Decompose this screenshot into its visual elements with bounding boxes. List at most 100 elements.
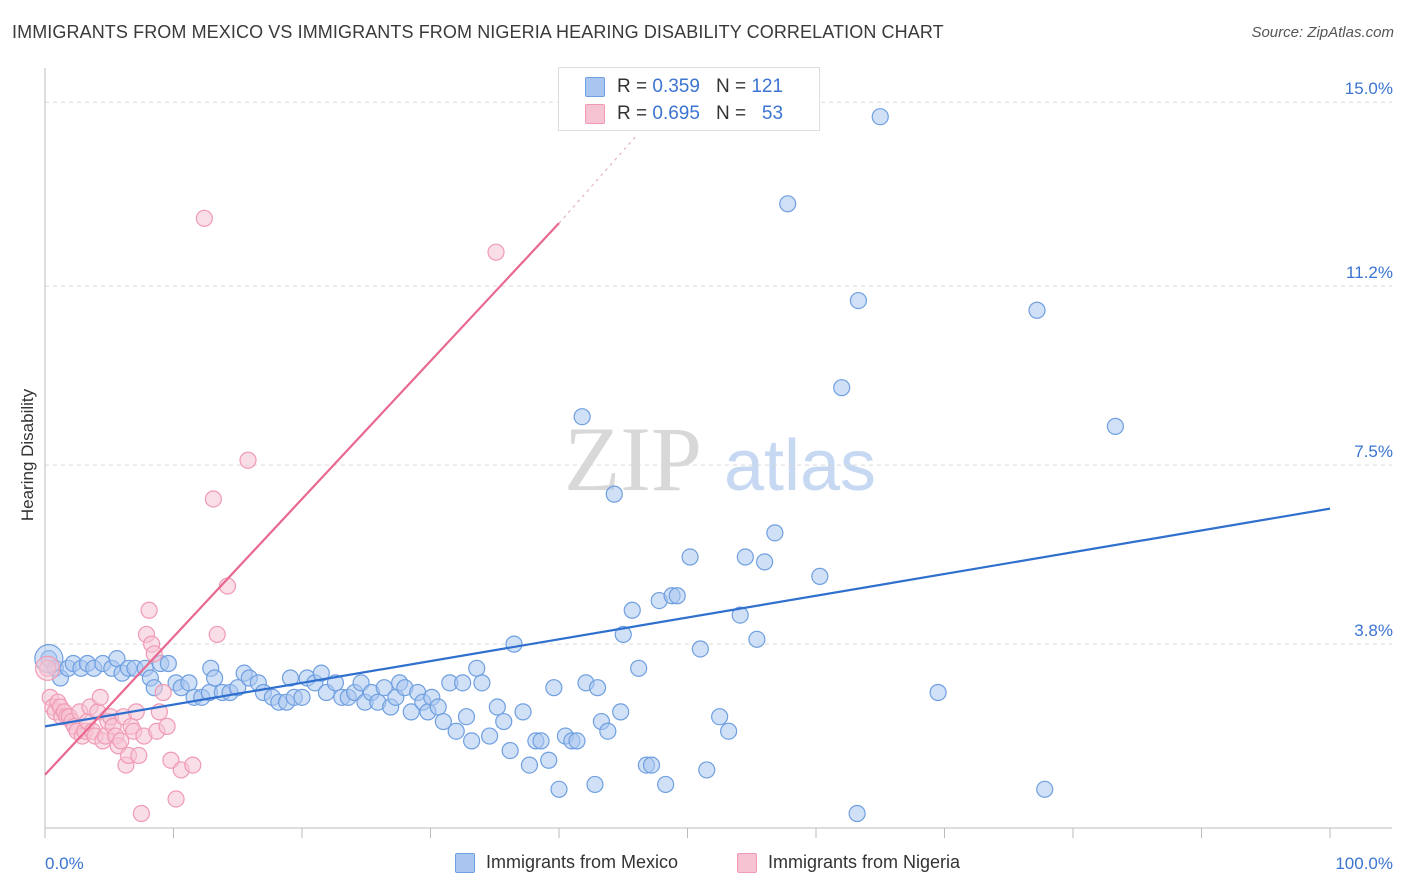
mexico-point — [681, 548, 699, 566]
mexico-point — [514, 703, 532, 721]
nigeria-point — [112, 732, 130, 750]
y-tick-label: 15.0% — [1345, 79, 1393, 98]
legend-item-mexico[interactable]: Immigrants from Mexico — [455, 852, 678, 873]
mexico-point — [779, 195, 797, 213]
source-label: Source: ZipAtlas.com — [1251, 24, 1394, 41]
mexico-point — [520, 756, 539, 774]
y-tick-label: 11.2% — [1346, 263, 1393, 282]
x-tick-label: 100.0% — [1335, 854, 1393, 873]
mexico-point — [1036, 780, 1054, 798]
watermark: ZIP atlas — [564, 408, 876, 510]
mexico-point — [811, 567, 829, 585]
nigeria-point — [184, 756, 202, 774]
mexico-point — [473, 674, 491, 692]
mexico-point — [312, 664, 330, 682]
mexico-point — [402, 703, 420, 721]
mexico-point — [488, 698, 506, 716]
y-tick-label: 3.8% — [1354, 621, 1393, 640]
mexico-point — [848, 804, 866, 823]
mexico-trend-line — [44, 507, 1331, 728]
mexico-point — [642, 756, 661, 774]
mexico-point — [612, 703, 630, 721]
mexico-point — [159, 654, 177, 673]
mexico-point — [375, 679, 393, 697]
nigeria-point — [130, 746, 148, 765]
n-value: 121 — [751, 76, 784, 97]
mexico-point — [766, 524, 784, 542]
mexico-point — [1106, 417, 1125, 435]
stats-row-nigeria: R = 0.695 N = 53 — [585, 102, 783, 126]
series-legend: Immigrants from Mexico Immigrants from N… — [0, 852, 1406, 878]
y-tick-labels: 3.8% 7.5% 11.2% 15.0% — [1345, 79, 1393, 640]
x-tick-label: 0.0% — [45, 854, 84, 873]
mexico-point — [623, 601, 641, 619]
mexico-point — [731, 606, 749, 624]
gridlines — [45, 101, 1392, 645]
mexico-point — [429, 698, 447, 716]
mexico-point — [293, 688, 311, 706]
mexico-point — [691, 640, 709, 658]
nigeria-point — [154, 683, 172, 702]
mexico-point — [447, 722, 465, 740]
mexico-point — [605, 485, 623, 503]
mexico-point — [468, 659, 486, 677]
mexico-point — [573, 408, 591, 426]
mexico-point — [929, 683, 947, 702]
nigeria-point — [158, 717, 176, 735]
r-value: 0.359 — [652, 76, 700, 97]
nigeria-swatch — [585, 104, 605, 124]
mexico-swatch — [455, 852, 475, 873]
mexico-point — [614, 625, 632, 644]
nigeria-point — [204, 490, 222, 508]
nigeria-point — [167, 790, 185, 808]
nigeria-trend-extension — [558, 135, 637, 224]
mexico-point — [599, 722, 617, 740]
mexico-point — [229, 679, 247, 697]
nigeria-point — [132, 804, 150, 823]
r-value: 0.695 — [652, 103, 700, 124]
mexico-point — [755, 553, 774, 571]
mexico-point — [586, 775, 604, 794]
nigeria-point — [34, 655, 61, 681]
mexico-point — [833, 379, 851, 397]
nigeria-point — [239, 451, 257, 469]
mexico-point — [736, 548, 754, 566]
legend-item-nigeria[interactable]: Immigrants from Nigeria — [737, 852, 960, 873]
mexico-point — [540, 751, 558, 769]
nigeria-point — [208, 625, 226, 644]
mexico-point — [711, 708, 729, 726]
mexico-point — [501, 741, 519, 760]
mexico-point — [532, 732, 550, 750]
stats-row-mexico: R = 0.359 N = 121 — [585, 75, 783, 99]
legend-label: Immigrants from Mexico — [486, 852, 679, 872]
watermark-atlas: atlas — [724, 426, 876, 506]
mexico-point — [630, 659, 648, 677]
series-nigeria-points — [34, 209, 505, 823]
r-label: R = — [617, 103, 648, 124]
mexico-point — [668, 587, 686, 605]
mexico-point — [588, 679, 607, 697]
nigeria-point — [140, 601, 158, 619]
mexico-point — [434, 712, 452, 731]
mexico-point — [281, 669, 300, 687]
mexico-point — [720, 722, 738, 740]
mexico-point — [1028, 301, 1046, 319]
stats-legend: R = 0.359 N = 121 R = 0.695 N = 53 — [558, 67, 820, 131]
x-tick-labels: 0.0% 100.0% — [45, 854, 1393, 873]
mexico-point — [568, 732, 586, 750]
legend-label: Immigrants from Nigeria — [768, 852, 961, 872]
mexico-swatch — [585, 77, 605, 97]
y-axis-label: Hearing Disability — [18, 388, 37, 522]
mexico-point — [698, 761, 716, 779]
n-value: 53 — [761, 103, 784, 124]
mexico-point — [481, 727, 499, 745]
mexico-point — [454, 674, 472, 692]
mexico-point — [545, 679, 563, 697]
watermark-zip: ZIP — [564, 408, 702, 510]
nigeria-point — [91, 688, 109, 706]
mexico-point — [849, 291, 868, 310]
mexico-point — [748, 630, 766, 648]
nigeria-point — [195, 209, 213, 227]
mexico-point — [505, 635, 523, 653]
